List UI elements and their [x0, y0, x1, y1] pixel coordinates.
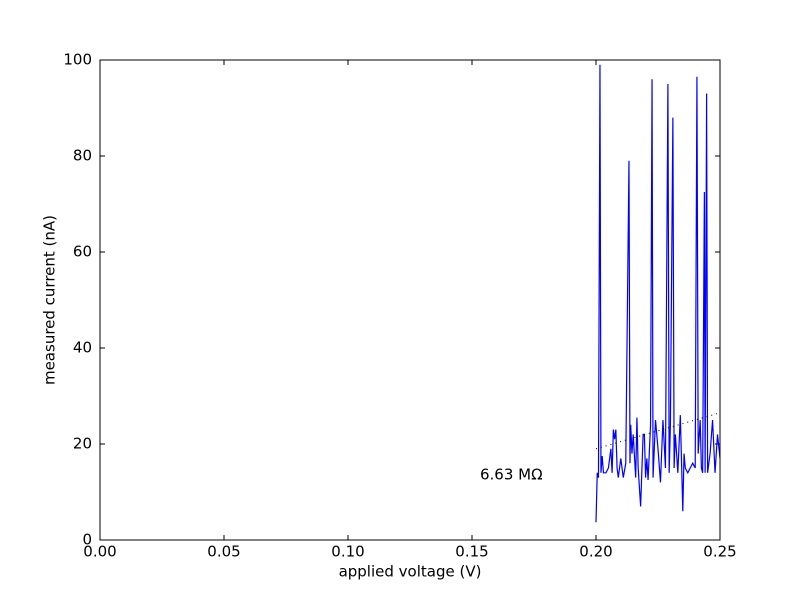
y-axis-label: measured current (nA) — [41, 215, 59, 385]
x-tick-label: 0.00 — [83, 543, 116, 561]
y-tick-label: 60 — [73, 243, 92, 261]
y-tick-label: 40 — [73, 339, 92, 357]
x-tick-label: 0.05 — [207, 543, 240, 561]
x-tick-label: 0.10 — [331, 543, 364, 561]
annotation: 6.63 MΩ — [480, 466, 543, 484]
x-axis-label: applied voltage (V) — [339, 563, 482, 581]
y-tick-label: 80 — [73, 147, 92, 165]
line-series — [595, 64, 721, 523]
x-tick-label: 0.25 — [703, 543, 736, 561]
plot-frame — [99, 59, 721, 541]
y-tick-label: 100 — [63, 51, 92, 69]
x-tick-label: 0.15 — [455, 543, 488, 561]
y-tick-label: 20 — [73, 435, 92, 453]
y-tick-label: 0 — [82, 531, 92, 549]
x-tick-label: 0.20 — [579, 543, 612, 561]
